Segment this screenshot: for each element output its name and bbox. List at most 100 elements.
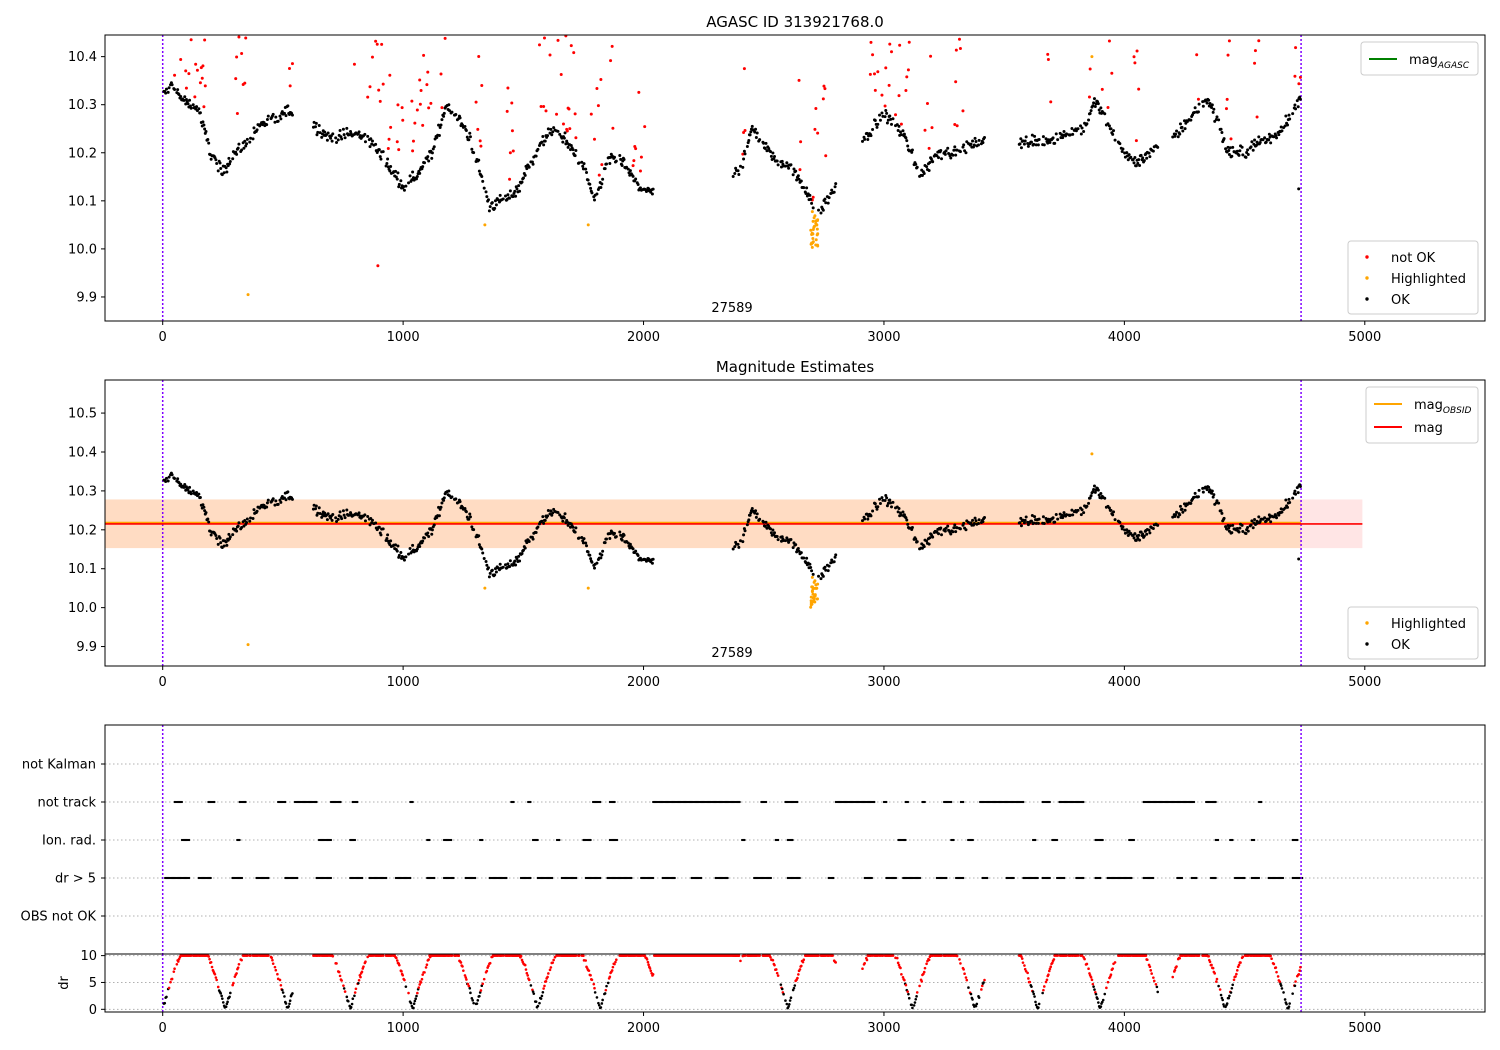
dr-point-flagged (640, 954, 643, 957)
dr-point-ok (281, 991, 285, 994)
legend-box (1347, 606, 1479, 660)
point-ok (313, 507, 317, 511)
point-ok (1291, 496, 1295, 500)
point-ok (494, 203, 498, 207)
dr-point-flagged (543, 984, 546, 988)
point-ok (588, 182, 592, 186)
point-ok (802, 556, 806, 560)
dr-point-flagged (1087, 967, 1090, 971)
point-ok (937, 156, 941, 160)
point-ok (271, 497, 275, 501)
dr-point-flagged (1218, 988, 1222, 991)
point-ok (330, 518, 334, 522)
point-ok (265, 505, 269, 509)
dr-point-ok (342, 987, 346, 990)
point-ok (754, 515, 758, 519)
dr-point-flagged (395, 959, 399, 962)
point-ok (235, 152, 239, 156)
flag-point (918, 876, 922, 880)
dr-point-flagged (651, 973, 655, 976)
point-ok (397, 553, 401, 557)
dr-point-ok (603, 992, 607, 995)
point-ok (1029, 519, 1033, 523)
point-ok (810, 569, 814, 573)
point-ok (1235, 149, 1239, 153)
dr-point-flagged (922, 970, 926, 974)
flag-point (1217, 838, 1220, 842)
point-ok (1222, 516, 1226, 520)
point-ok (218, 161, 222, 165)
point-ok (763, 147, 767, 151)
point-ok (1220, 130, 1224, 134)
flag-point (986, 876, 989, 880)
point-ok (245, 517, 249, 521)
point-ok (1099, 106, 1103, 110)
dr-point-ok (288, 999, 292, 1003)
dr-point-ok (470, 996, 474, 1000)
point-not-ok (1298, 75, 1302, 79)
point-ok (186, 102, 190, 106)
point-ok (1178, 132, 1182, 136)
flag-point (433, 876, 436, 880)
dr-point-ok (288, 1002, 291, 1006)
point-ok (566, 145, 570, 149)
dr-point-ok (347, 999, 350, 1003)
dr-point-ok (593, 991, 597, 994)
dr-point-ok (1100, 1000, 1104, 1004)
dr-point-ok (788, 1002, 791, 1006)
flag-point (1082, 876, 1085, 880)
point-ok (625, 165, 629, 169)
point-ok (875, 507, 879, 511)
point-ok (827, 196, 831, 200)
point-ok (577, 161, 581, 165)
point-ok (336, 517, 340, 521)
point-ok (886, 118, 890, 122)
point-highlighted (809, 601, 813, 605)
point-highlighted (813, 586, 817, 590)
dr-point-flagged (417, 986, 421, 989)
point-ok (1180, 125, 1184, 129)
point-not-ok (1100, 87, 1104, 91)
dr-point-ok (595, 996, 599, 999)
point-not-ok (388, 73, 392, 77)
point-not-ok (1196, 97, 1200, 101)
point-ok (216, 542, 220, 546)
dr-point-ok (1283, 998, 1287, 1001)
point-ok (486, 198, 490, 202)
point-ok (1267, 132, 1271, 136)
point-ok (860, 139, 864, 143)
point-ok (442, 496, 446, 500)
flag-point (385, 876, 388, 880)
point-ok (164, 476, 168, 480)
point-ok (1080, 126, 1084, 130)
point-ok (1030, 514, 1034, 518)
point-ok (173, 87, 177, 91)
point-ok (550, 133, 554, 137)
dr-point-flagged (1235, 972, 1238, 976)
point-ok (562, 516, 566, 520)
dr-point-ok (412, 1002, 416, 1006)
point-ok (265, 123, 269, 127)
point-not-ok (573, 112, 577, 116)
dr-point-flagged (608, 975, 612, 979)
point-ok (397, 182, 401, 186)
point-ok (563, 131, 567, 135)
flag-point (1048, 876, 1051, 880)
point-highlighted (814, 221, 818, 225)
point-ok (824, 568, 828, 572)
point-ok (1118, 142, 1122, 146)
point-ok (1250, 140, 1254, 144)
point-ok (515, 557, 519, 561)
dr-point-ok (163, 1001, 167, 1005)
point-ok (1257, 515, 1261, 519)
dr-point-flagged (421, 973, 424, 976)
dr-point-flagged (964, 976, 968, 979)
y-tick-label: 9.9 (76, 290, 97, 305)
dr-point-flagged (1211, 966, 1215, 970)
point-ok (737, 545, 741, 549)
point-ok (273, 503, 277, 507)
dr-point-flagged (1113, 961, 1117, 964)
dr-point-flagged (589, 974, 592, 977)
dr-point-flagged (1215, 977, 1219, 981)
point-ok (1094, 102, 1098, 106)
